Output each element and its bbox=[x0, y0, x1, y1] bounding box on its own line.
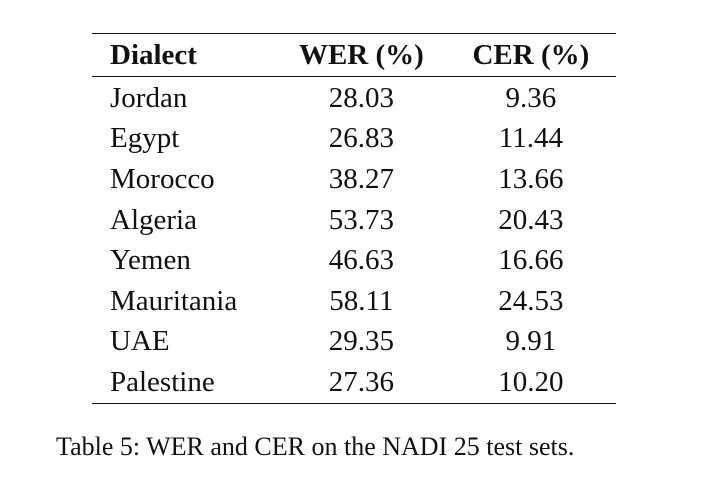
header-row: Dialect WER (%) CER (%) bbox=[92, 33, 616, 77]
cell-cer: 13.66 bbox=[498, 162, 564, 195]
cell-dialect: Jordan bbox=[110, 81, 188, 114]
cell-cer: 9.91 bbox=[505, 325, 557, 358]
cell-cer: 10.20 bbox=[498, 365, 564, 398]
cell-wer: 58.11 bbox=[329, 284, 394, 317]
results-table: Dialect WER (%) CER (%) Jordan 28.03 9.3… bbox=[92, 33, 616, 404]
cell-cer: 16.66 bbox=[498, 244, 564, 277]
cell-wer: 26.83 bbox=[328, 122, 395, 155]
header-cer: CER (%) bbox=[472, 38, 590, 71]
table-row: Mauritania 58.11 24.53 bbox=[92, 281, 616, 322]
table-body: Jordan 28.03 9.36 Egypt 26.83 11.44 Moro… bbox=[92, 77, 616, 404]
table-row: Egypt 26.83 11.44 bbox=[92, 119, 616, 160]
cell-wer: 53.73 bbox=[328, 203, 395, 236]
cell-wer: 28.03 bbox=[328, 81, 395, 114]
header-wer: WER (%) bbox=[298, 38, 424, 71]
cell-dialect: Algeria bbox=[110, 203, 197, 236]
table-row: Algeria 53.73 20.43 bbox=[92, 200, 616, 241]
cell-dialect: Egypt bbox=[110, 122, 180, 155]
table-header: Dialect WER (%) CER (%) bbox=[92, 33, 616, 77]
cell-wer: 38.27 bbox=[328, 162, 395, 195]
table-row: UAE 29.35 9.91 bbox=[92, 322, 616, 363]
table-row: Palestine 27.36 10.20 bbox=[92, 362, 616, 404]
cell-cer: 11.44 bbox=[498, 122, 563, 155]
cell-dialect: UAE bbox=[110, 325, 170, 358]
cell-dialect: Mauritania bbox=[110, 284, 238, 317]
cell-dialect: Morocco bbox=[110, 162, 215, 195]
cell-cer: 20.43 bbox=[498, 203, 564, 236]
table-row: Morocco 38.27 13.66 bbox=[92, 159, 616, 200]
cell-wer: 46.63 bbox=[328, 244, 395, 277]
table-caption: Table 5: WER and CER on the NADI 25 test… bbox=[56, 432, 575, 461]
cell-dialect: Palestine bbox=[110, 365, 215, 398]
header-dialect: Dialect bbox=[110, 38, 197, 71]
results-table-container: Dialect WER (%) CER (%) Jordan 28.03 9.3… bbox=[92, 33, 616, 404]
table-row: Yemen 46.63 16.66 bbox=[92, 240, 616, 281]
cell-cer: 24.53 bbox=[498, 284, 564, 317]
cell-wer: 27.36 bbox=[328, 365, 395, 398]
cell-cer: 9.36 bbox=[505, 81, 557, 114]
cell-wer: 29.35 bbox=[328, 325, 395, 358]
cell-dialect: Yemen bbox=[110, 244, 191, 277]
table-row: Jordan 28.03 9.36 bbox=[92, 77, 616, 119]
